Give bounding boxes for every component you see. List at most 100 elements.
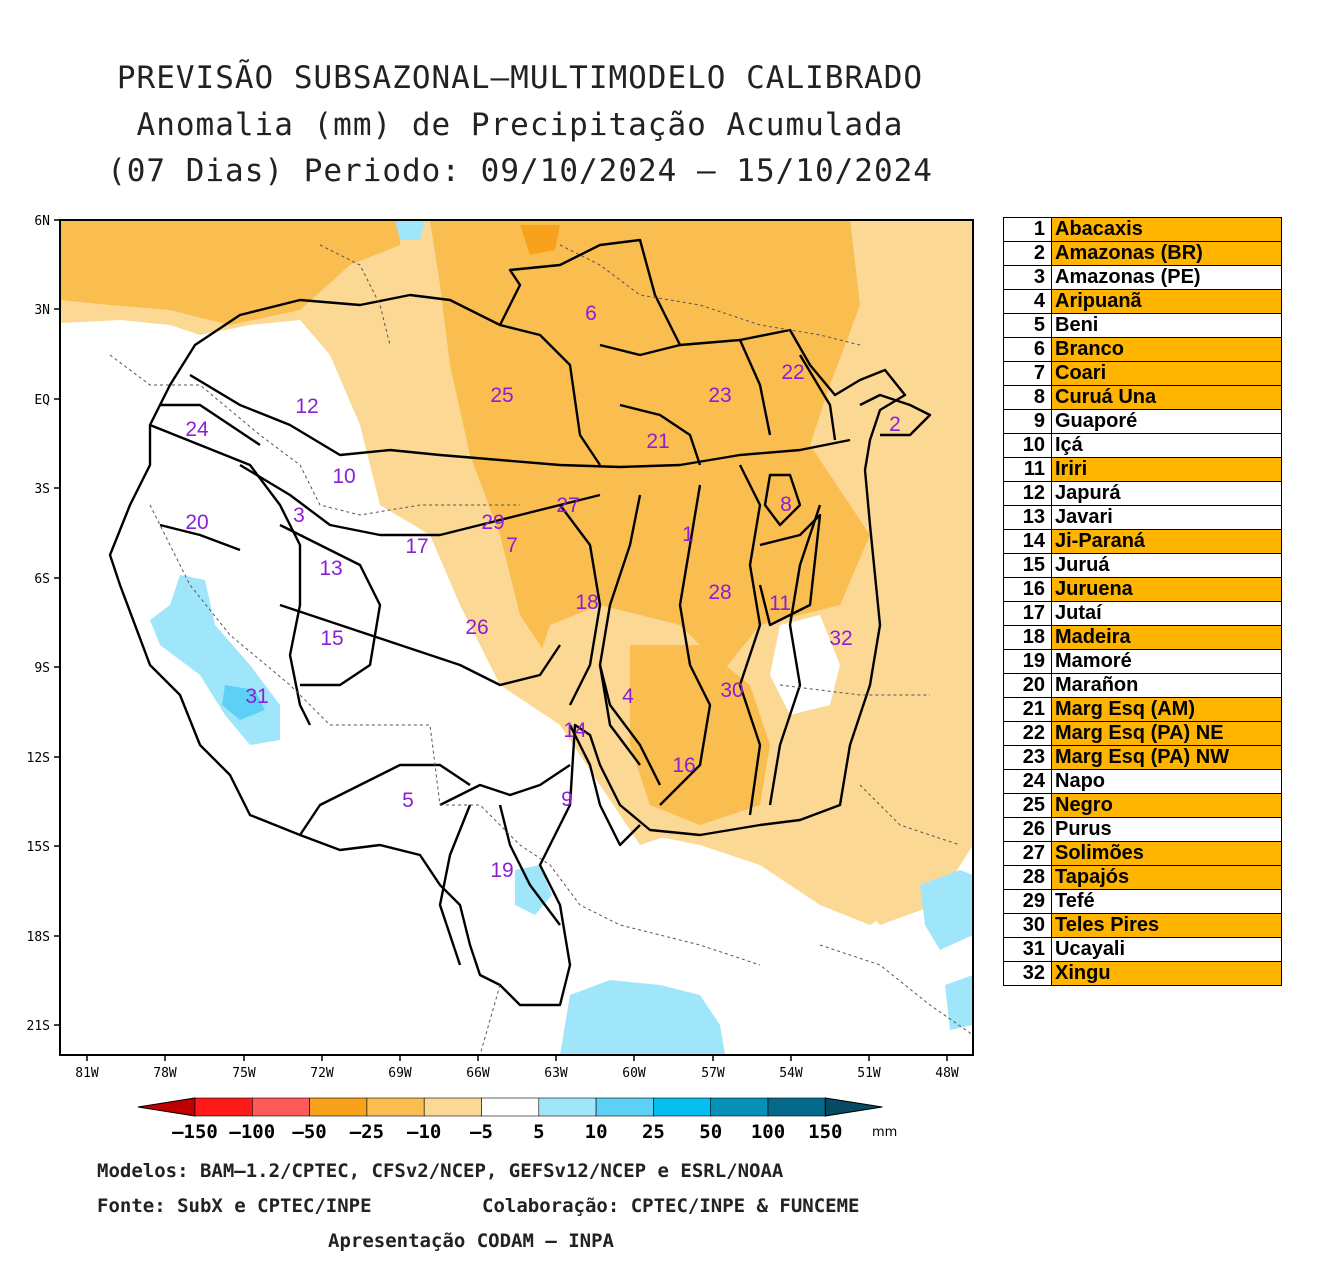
colorbar-swatch: [538, 1097, 597, 1117]
lon-label-72w: 72W: [310, 1066, 334, 1081]
basin-label-3: 3: [293, 504, 305, 527]
basin-label-30: 30: [720, 679, 743, 702]
legend-row: 17 Jutaí: [1003, 601, 1282, 626]
wet-area-southeast: [920, 870, 973, 950]
boundary-beni: [299, 763, 471, 836]
basin-label-18: 18: [575, 591, 598, 614]
legend-basin-name: Javari: [1051, 505, 1282, 530]
lat-label-3n: 3N: [34, 303, 50, 318]
boundary-negro-branco: [499, 323, 702, 466]
colorbar-swatch: [252, 1097, 310, 1117]
legend-row: 31 Ucayali: [1003, 937, 1282, 962]
lon-label-66w: 66W: [466, 1066, 490, 1081]
basin-boundaries: [108, 238, 932, 1007]
lon-label-48w: 48W: [935, 1066, 959, 1081]
legend-number: 29: [1003, 889, 1052, 914]
legend-basin-name: Coari: [1051, 361, 1282, 386]
legend-basin-name: Amazonas (PE): [1051, 265, 1282, 290]
lon-label-60w: 60W: [622, 1066, 646, 1081]
basin-label-22: 22: [781, 361, 804, 384]
basin-label-20: 20: [185, 511, 208, 534]
colorbar-arrow-high: [824, 1097, 883, 1117]
legend-basin-name: Curuá Una: [1051, 385, 1282, 410]
legend-basin-name: Juruena: [1051, 577, 1282, 602]
amazon-basin-outline: [108, 238, 907, 1007]
wet-area-north: [395, 220, 425, 240]
map-frame: [59, 219, 974, 1056]
legend-basin-name: Aripuanã: [1051, 289, 1282, 314]
basin-label-7: 7: [506, 534, 518, 557]
colorbar: –150 –100 –50 –25 –10 –5 5 10 25 50 100 150 mm: [137, 1097, 897, 1143]
legend-number: 19: [1003, 649, 1052, 674]
colorbar-label: 100: [751, 1121, 785, 1143]
colorbar-swatch: [710, 1097, 769, 1117]
legend-basin-name: Içá: [1051, 433, 1282, 458]
colorbar-swatch: [653, 1097, 712, 1117]
lat-label-3s: 3S: [34, 482, 50, 497]
wet-area-south: [560, 980, 725, 1055]
legend-basin-name: Teles Pires: [1051, 913, 1282, 938]
legend-basin-name: Mamoré: [1051, 649, 1282, 674]
boundary-andes-west: [149, 423, 312, 726]
colorbar-label: –150: [172, 1121, 218, 1143]
legend-row: 10 Içá: [1003, 433, 1282, 458]
basin-label-14: 14: [563, 719, 587, 742]
country-borders: [109, 244, 974, 1056]
legend-basin-name: Madeira: [1051, 625, 1282, 650]
legend-row: 4 Aripuanã: [1003, 289, 1282, 314]
boundary-madeira-west: [559, 504, 602, 706]
basin-label-13: 13: [319, 557, 342, 580]
colorbar-label: 50: [699, 1121, 722, 1143]
legend-number: 26: [1003, 817, 1052, 842]
legend-row: 13 Javari: [1003, 505, 1282, 530]
boundary-napo-maranon: [159, 403, 261, 552]
legend-row: 18 Madeira: [1003, 625, 1282, 650]
lon-label-54w: 54W: [779, 1066, 803, 1081]
lon-label-78w: 78W: [153, 1066, 177, 1081]
legend-number: 9: [1003, 409, 1052, 434]
legend-number: 1: [1003, 217, 1052, 242]
legend-basin-name: Guaporé: [1051, 409, 1282, 434]
legend-number: 11: [1003, 457, 1052, 482]
colorbar-label: –5: [470, 1121, 493, 1143]
legend-row: 25 Negro: [1003, 793, 1282, 818]
basin-label-6: 6: [585, 302, 597, 325]
credits-source: Fonte: SubX e CPTEC/INPE: [97, 1195, 372, 1217]
basin-label-9: 9: [561, 788, 573, 811]
legend-basin-name: Amazonas (BR): [1051, 241, 1282, 266]
basin-label-19: 19: [490, 859, 513, 882]
basin-label-5: 5: [402, 789, 414, 812]
legend-row: 3 Amazonas (PE): [1003, 265, 1282, 290]
boundary-curua: [763, 473, 802, 527]
legend-row: 7 Coari: [1003, 361, 1282, 386]
lon-label-81w: 81W: [75, 1066, 99, 1081]
basin-label-2: 2: [889, 413, 901, 436]
legend-basin-name: Napo: [1051, 769, 1282, 794]
basin-label-21: 21: [646, 430, 669, 453]
basin-label-31: 31: [245, 685, 268, 708]
anomaly-area-north-mid: [60, 220, 400, 325]
colorbar-label: 25: [642, 1121, 665, 1143]
basin-label-4: 4: [622, 685, 634, 708]
legend-number: 22: [1003, 721, 1052, 746]
boundary-iriri: [758, 513, 822, 627]
legend-number: 28: [1003, 865, 1052, 890]
colorbar-swatch: [366, 1097, 425, 1117]
wet-area-ucayali-core: [222, 685, 265, 720]
legend-row: 12 Japurá: [1003, 481, 1282, 506]
legend-row: 9 Guaporé: [1003, 409, 1282, 434]
legend-row: 2 Amazonas (BR): [1003, 241, 1282, 266]
legend-number: 12: [1003, 481, 1052, 506]
legend-row: 1 Abacaxis: [1003, 217, 1282, 242]
anomaly-area-southeast: [630, 645, 770, 825]
lat-label-15s: 15S: [27, 840, 50, 855]
lon-label-69w: 69W: [388, 1066, 412, 1081]
colorbar-label: –25: [350, 1121, 384, 1143]
legend-number: 6: [1003, 337, 1052, 362]
colorbar-arrow-low: [137, 1097, 196, 1117]
boundary-north-divide: [189, 373, 851, 469]
legend-basin-name: Japurá: [1051, 481, 1282, 506]
basin-legend: 1 Abacaxis 2 Amazonas (BR) 3 Amazonas (PE) 4 Ar…: [1003, 217, 1282, 986]
map-subtitle: Anomalia (mm) de Precipitação Acumulada: [136, 107, 904, 143]
legend-basin-name: Beni: [1051, 313, 1282, 338]
